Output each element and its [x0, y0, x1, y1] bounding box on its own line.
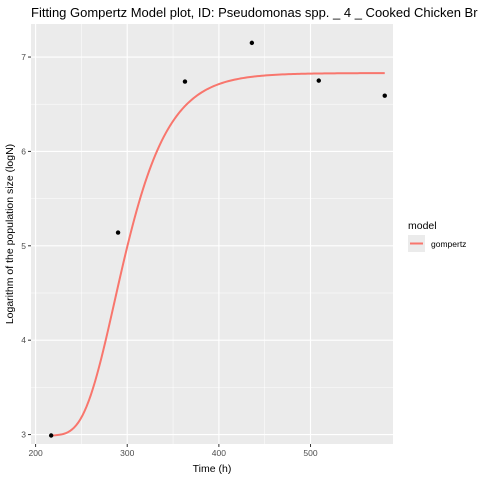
data-point [316, 78, 321, 83]
chart-title: Fitting Gompertz Model plot, ID: Pseudom… [31, 5, 478, 20]
plot-panel [31, 24, 393, 444]
x-tick-label: 200 [28, 448, 42, 458]
legend-title: model [408, 220, 437, 232]
y-tick-label: 4 [21, 335, 26, 345]
data-point [115, 230, 121, 235]
data-point [249, 40, 255, 46]
grid-lines [31, 24, 393, 444]
y-tick-label: 6 [21, 146, 26, 156]
y-tick-label: 3 [21, 430, 26, 440]
points-layer [48, 40, 387, 438]
data-point [48, 433, 54, 438]
legend: model gompertz [408, 220, 466, 252]
data-point [382, 93, 387, 98]
series-layer [51, 72, 385, 437]
y-tick-label: 7 [21, 52, 26, 62]
y-tick-label: 5 [21, 241, 26, 251]
legend-label-gompertz: gompertz [431, 239, 466, 249]
series-line-gompertz [51, 72, 385, 437]
axis-ticks: 200 300 400 500 3 4 5 6 7 [21, 52, 318, 458]
x-tick-label: 300 [120, 448, 134, 458]
y-axis-title: Logarithm of the population size (logN) [4, 144, 16, 324]
x-tick-label: 500 [303, 448, 317, 458]
x-tick-label: 400 [212, 448, 226, 458]
x-axis-title: Time (h) [193, 463, 232, 475]
data-point [182, 79, 188, 84]
